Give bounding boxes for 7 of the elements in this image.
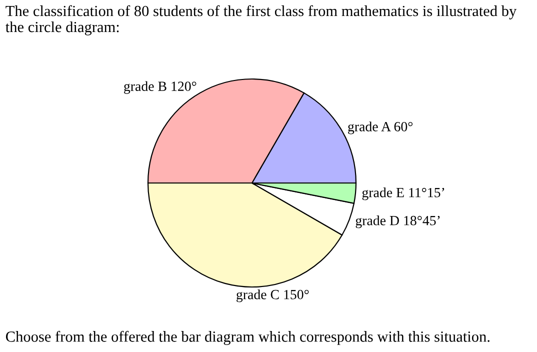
text: Choose from the offered the bar diagram which corresponds with this situation. (6, 330, 490, 345)
slice-label: grade A 60° (348, 122, 413, 134)
slice-label: grade D 18°45’ (356, 216, 440, 228)
slice-label: grade E 11°15’ (362, 187, 444, 200)
slice-label: grade C 150° (236, 289, 309, 302)
slice-label: grade B 120° (124, 81, 196, 94)
chart-title: The classification of 80 students of the first class from mathematics is illustrated by the circle diagram: (6, 5, 517, 36)
